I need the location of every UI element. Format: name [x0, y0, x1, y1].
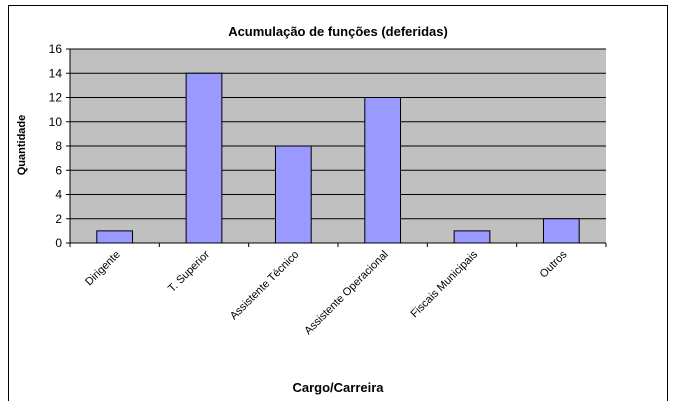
bar	[453, 230, 491, 244]
bar	[274, 145, 312, 244]
y-tick-label: 14	[49, 66, 63, 80]
y-axis-label: Quantidade	[16, 115, 28, 176]
y-tick-label: 6	[55, 163, 62, 177]
y-tick-label: 8	[55, 139, 62, 153]
chart-title: Acumulação de funções (deferidas)	[228, 24, 448, 39]
y-tick-label: 4	[55, 188, 62, 202]
y-tick-label: 0	[55, 236, 62, 250]
x-axis-label: Cargo/Carreira	[292, 380, 384, 395]
y-tick-label: 12	[49, 91, 63, 105]
bar	[185, 72, 223, 244]
y-tick-label: 2	[55, 212, 62, 226]
bar	[364, 97, 402, 244]
y-tick-label: 16	[49, 42, 63, 56]
y-tick-label: 10	[49, 115, 63, 129]
bar	[96, 230, 134, 244]
bar	[542, 218, 580, 244]
